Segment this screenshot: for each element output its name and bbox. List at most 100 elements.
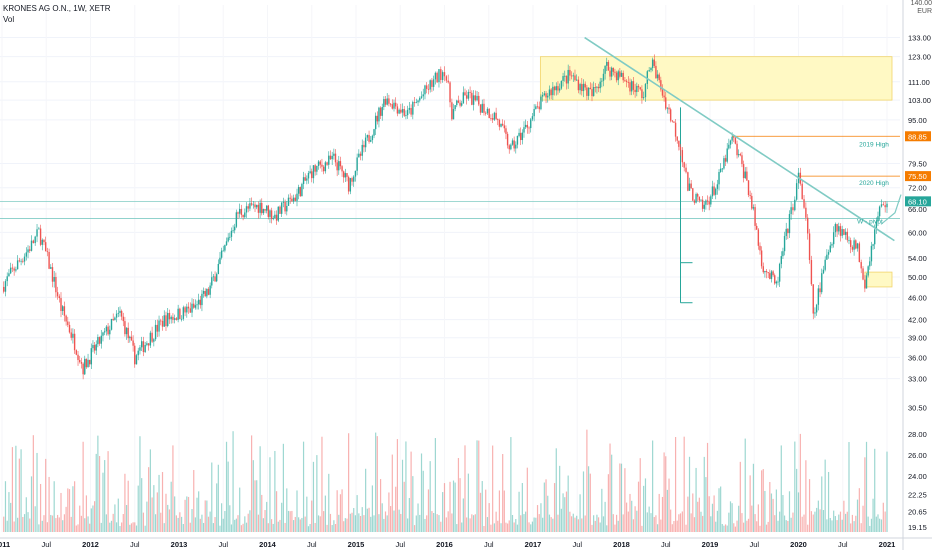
volume-bar bbox=[637, 481, 640, 532]
candle-body bbox=[172, 316, 174, 320]
candle-body bbox=[697, 194, 699, 197]
annotation-label: 2020 High bbox=[859, 180, 889, 187]
volume-bar bbox=[365, 468, 367, 532]
price-tick-label: 103.00 bbox=[908, 96, 931, 105]
candle-body bbox=[754, 207, 756, 226]
volume-axis: 30.50 28.00 26.00 24.00 22.25 20.65 19.15 bbox=[908, 403, 927, 532]
volume-bar bbox=[872, 498, 874, 532]
volume-bar bbox=[431, 511, 433, 532]
volume-bar bbox=[476, 440, 478, 532]
volume-bar bbox=[492, 445, 494, 532]
candle-body bbox=[154, 324, 157, 340]
volume-bar bbox=[606, 525, 608, 532]
volume-bar bbox=[317, 515, 320, 532]
candle-body bbox=[467, 91, 470, 99]
candle-body bbox=[165, 315, 167, 327]
candle-body bbox=[328, 155, 330, 165]
candle-body bbox=[18, 260, 21, 262]
annotation-label: 2019 High bbox=[859, 141, 889, 148]
candle-body bbox=[415, 102, 418, 104]
candle-body bbox=[577, 79, 580, 91]
volume-bar bbox=[112, 513, 114, 532]
volume-bar bbox=[521, 483, 523, 532]
candle-body bbox=[862, 268, 864, 280]
volume-bar bbox=[656, 524, 659, 532]
candle-body bbox=[641, 89, 643, 99]
volume-bar bbox=[53, 481, 55, 532]
volume-bar bbox=[323, 511, 325, 532]
candle-body bbox=[358, 153, 360, 158]
candle-body bbox=[84, 358, 86, 375]
volume-bar bbox=[462, 498, 464, 532]
volume-bar bbox=[769, 482, 771, 532]
volume-bar bbox=[478, 440, 480, 532]
candle-body bbox=[604, 65, 606, 74]
candle-body bbox=[824, 259, 826, 270]
volume-bar bbox=[309, 523, 311, 532]
volume-bar bbox=[396, 439, 399, 532]
volume-bar bbox=[122, 514, 124, 532]
candle-body bbox=[695, 194, 697, 203]
volume-bar bbox=[746, 520, 748, 532]
volume-bar bbox=[256, 480, 258, 532]
candle-body bbox=[149, 332, 152, 346]
candle-body bbox=[609, 70, 611, 77]
candle-body bbox=[867, 266, 869, 276]
volume-bar bbox=[508, 520, 510, 532]
volume-bar bbox=[627, 511, 629, 532]
candle-body bbox=[683, 162, 685, 168]
volume-bar bbox=[607, 474, 609, 532]
volume-bar bbox=[668, 478, 670, 532]
candle-body bbox=[553, 86, 556, 91]
candle-body bbox=[163, 315, 165, 327]
volume-bar bbox=[626, 502, 628, 532]
volume-bar bbox=[619, 463, 621, 532]
volume-bar bbox=[614, 524, 616, 532]
volume-bar bbox=[361, 507, 363, 532]
volume-bar bbox=[298, 517, 300, 532]
volume-bar bbox=[807, 524, 809, 532]
candle-body bbox=[32, 240, 35, 244]
volume-bar bbox=[89, 523, 91, 532]
volume-bar bbox=[609, 443, 611, 532]
volume-bar bbox=[759, 525, 761, 532]
volume-bar bbox=[799, 433, 801, 532]
volume-bar bbox=[591, 524, 593, 532]
candle-body bbox=[3, 286, 5, 292]
volume-bar bbox=[844, 513, 847, 532]
price-tick-label: 133.00 bbox=[908, 34, 931, 43]
price-label-text: 75.50 bbox=[908, 172, 927, 181]
volume-bar bbox=[875, 516, 877, 532]
candle-body bbox=[848, 240, 850, 241]
volume-bar bbox=[227, 461, 229, 532]
candle-body bbox=[60, 298, 62, 312]
candle-body bbox=[485, 112, 487, 114]
volume-bar bbox=[663, 452, 665, 532]
candle-body bbox=[107, 326, 109, 335]
candle-body bbox=[80, 361, 83, 364]
volume-bar bbox=[328, 473, 330, 532]
candle-body bbox=[88, 359, 91, 365]
volume-bar bbox=[390, 506, 392, 532]
candle-body bbox=[778, 263, 781, 282]
volume-bar bbox=[100, 522, 102, 532]
candle-body bbox=[476, 95, 478, 101]
volume-bar bbox=[77, 524, 79, 532]
volume-bar bbox=[882, 502, 884, 532]
volume-bar bbox=[697, 501, 699, 532]
candle-body bbox=[82, 363, 84, 375]
candle-body bbox=[296, 193, 298, 201]
candle-body bbox=[555, 86, 557, 91]
candle-body bbox=[817, 288, 820, 305]
volume-bar bbox=[503, 490, 505, 532]
candle-body bbox=[486, 108, 489, 114]
candle-body bbox=[777, 281, 779, 283]
volume-bar bbox=[3, 516, 5, 532]
volume-bar bbox=[612, 514, 614, 532]
candle-body bbox=[346, 173, 348, 177]
candle-body bbox=[488, 108, 490, 119]
candle-body bbox=[16, 260, 19, 270]
volume-bar bbox=[304, 516, 306, 532]
volume-bar bbox=[386, 515, 388, 532]
